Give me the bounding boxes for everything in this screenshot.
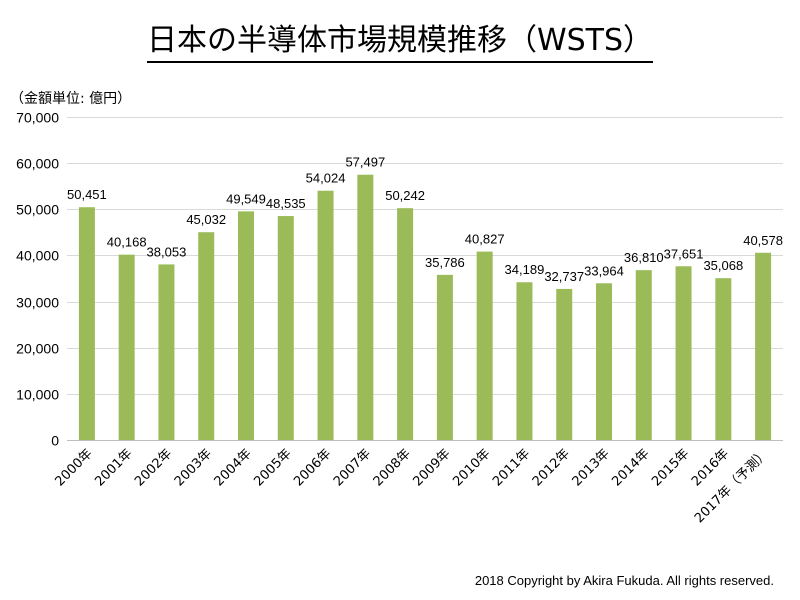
y-tick-label: 50,000 [16, 202, 59, 218]
x-tick-label: 2005年 [251, 446, 294, 489]
bar [715, 278, 732, 440]
bar [198, 232, 215, 440]
data-label: 50,242 [385, 188, 425, 203]
x-tick-label: 2017年（予測） [692, 446, 772, 526]
x-tick-label: 2001年 [92, 446, 135, 489]
x-tick-label: 2008年 [371, 446, 414, 489]
x-tick-label: 2015年 [649, 446, 692, 489]
y-tick-label: 60,000 [16, 156, 59, 172]
bar [397, 208, 414, 440]
x-tick-label: 2012年 [530, 446, 573, 489]
x-tick-label: 2011年 [490, 446, 533, 489]
bar [357, 174, 374, 440]
data-label: 36,810 [624, 250, 664, 265]
bar [516, 282, 533, 440]
bar [238, 211, 254, 440]
data-label: 35,786 [425, 255, 465, 270]
chart-title: 日本の半導体市場規模推移（WSTS） [0, 22, 800, 63]
x-tick-label: 2009年 [411, 446, 454, 489]
y-axis-tick-labels: 0 10,000 20,000 30,000 40,000 50,000 60,000 70,… [16, 110, 59, 449]
bar [118, 254, 135, 440]
data-label: 54,024 [306, 171, 346, 186]
x-tick-label: 2003年 [172, 446, 215, 489]
data-label: 32,737 [544, 269, 584, 284]
data-label: 33,964 [584, 263, 624, 278]
x-tick-label: 2000年 [53, 446, 96, 489]
bar [635, 270, 652, 440]
y-tick-label: 70,000 [16, 110, 59, 126]
data-label: 35,068 [703, 258, 743, 273]
bar [317, 190, 334, 440]
y-tick-label: 20,000 [16, 341, 59, 357]
data-label: 45,032 [186, 212, 226, 227]
data-label: 34,189 [505, 262, 545, 277]
x-tick-label: 2002年 [132, 446, 175, 489]
data-label: 50,451 [67, 187, 107, 202]
x-tick-label: 2007年 [331, 446, 374, 489]
x-tick-label: 2004年 [212, 446, 255, 489]
bar [277, 216, 294, 440]
x-tick-label: 2013年 [570, 446, 613, 489]
bar [158, 264, 175, 440]
data-label: 37,651 [664, 246, 704, 261]
y-tick-label: 30,000 [16, 295, 59, 311]
y-tick-label: 40,000 [16, 248, 59, 264]
bar [596, 283, 612, 440]
data-label: 57,497 [345, 155, 385, 170]
chart-title-text: 日本の半導体市場規模推移（WSTS） [146, 22, 654, 63]
copyright-notice: 2018 Copyright by Akira Fukuda. All righ… [474, 573, 774, 588]
data-label: 48,535 [266, 196, 306, 211]
x-axis-category-labels: 2000年2001年2002年2003年2004年2005年2006年2007年… [53, 446, 772, 526]
data-label: 38,053 [147, 244, 187, 259]
bar [476, 251, 493, 440]
bar [755, 252, 772, 440]
bar [675, 266, 692, 440]
data-label: 49,549 [226, 191, 266, 206]
bar [436, 274, 453, 440]
data-label: 40,168 [107, 235, 147, 250]
data-label: 40,827 [465, 232, 505, 247]
x-tick-label: 2006年 [291, 446, 334, 489]
x-tick-label: 2014年 [609, 446, 652, 489]
bar [78, 207, 95, 440]
bar [556, 288, 573, 440]
y-tick-label: 0 [51, 433, 59, 449]
y-tick-label: 10,000 [16, 387, 59, 403]
unit-label: （金額単位: 億円） [10, 91, 132, 107]
bars [78, 174, 772, 440]
data-label: 40,578 [743, 233, 783, 248]
x-tick-label: 2010年 [450, 446, 493, 489]
grid-lines [67, 117, 783, 395]
